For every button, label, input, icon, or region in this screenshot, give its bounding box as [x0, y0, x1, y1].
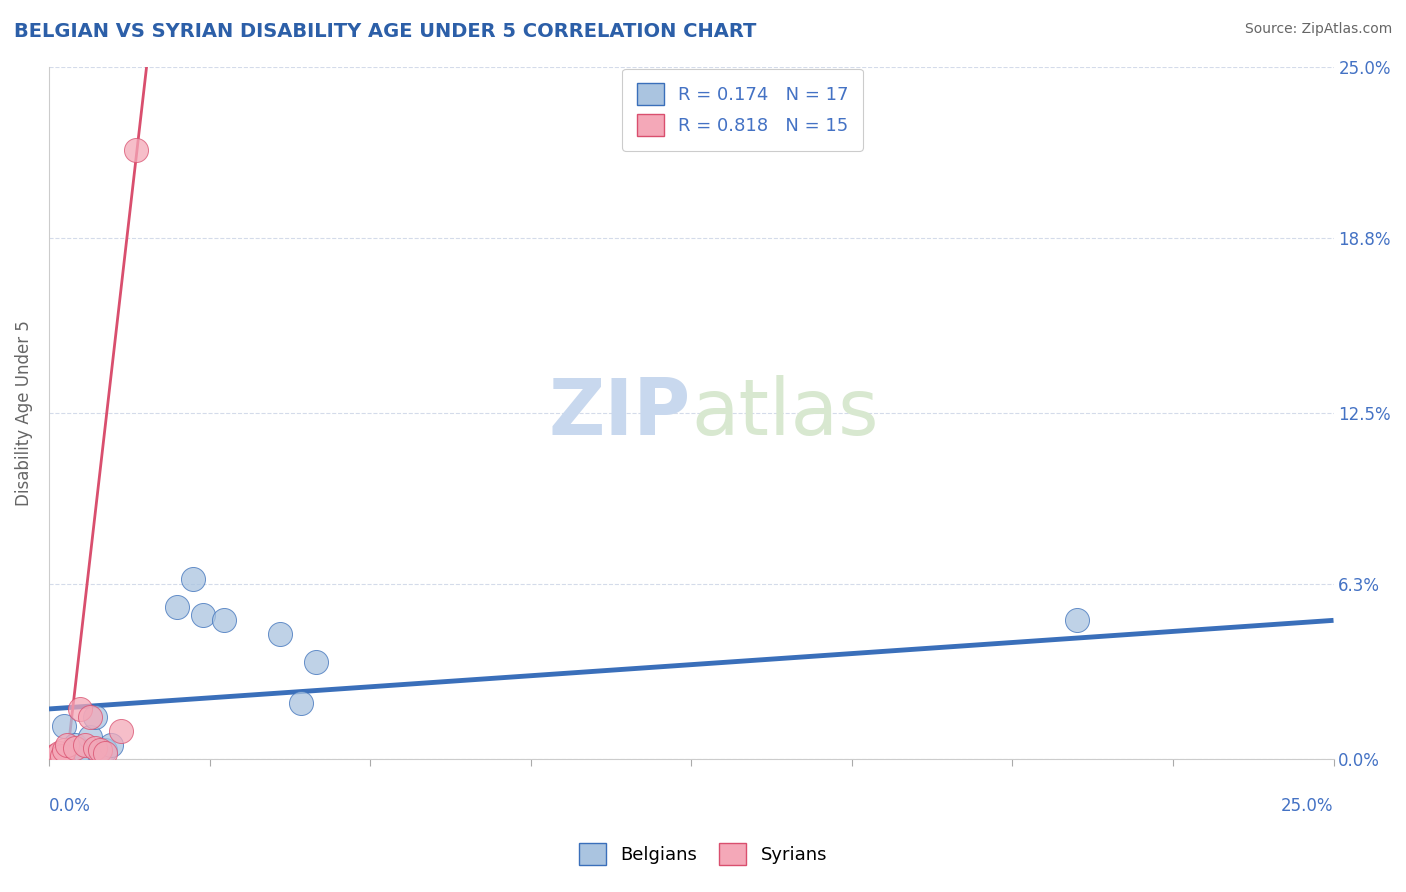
- Point: [73, 746, 96, 760]
- Text: 25.0%: 25.0%: [1281, 797, 1333, 815]
- Point: [125, 143, 148, 157]
- Point: [89, 747, 111, 762]
- Point: [94, 743, 117, 757]
- Point: [305, 655, 328, 669]
- Point: [100, 738, 122, 752]
- Point: [269, 627, 291, 641]
- Point: [79, 710, 101, 724]
- Point: [56, 738, 79, 752]
- Point: [69, 702, 91, 716]
- Point: [166, 599, 188, 614]
- Point: [191, 607, 214, 622]
- Point: [110, 724, 132, 739]
- Point: [69, 743, 91, 757]
- Y-axis label: Disability Age Under 5: Disability Age Under 5: [15, 319, 32, 506]
- Point: [53, 718, 76, 732]
- Point: [290, 697, 312, 711]
- Point: [48, 746, 70, 760]
- Point: [73, 738, 96, 752]
- Legend: R = 0.174   N = 17, R = 0.818   N = 15: R = 0.174 N = 17, R = 0.818 N = 15: [623, 69, 863, 151]
- Point: [45, 747, 67, 762]
- Point: [79, 730, 101, 744]
- Point: [89, 743, 111, 757]
- Point: [42, 749, 65, 764]
- Point: [53, 743, 76, 757]
- Point: [181, 572, 204, 586]
- Point: [1066, 613, 1088, 627]
- Text: atlas: atlas: [692, 375, 879, 450]
- Text: Source: ZipAtlas.com: Source: ZipAtlas.com: [1244, 22, 1392, 37]
- Point: [51, 749, 73, 764]
- Text: ZIP: ZIP: [548, 375, 692, 450]
- Text: 0.0%: 0.0%: [49, 797, 91, 815]
- Point: [84, 710, 107, 724]
- Text: BELGIAN VS SYRIAN DISABILITY AGE UNDER 5 CORRELATION CHART: BELGIAN VS SYRIAN DISABILITY AGE UNDER 5…: [14, 22, 756, 41]
- Point: [84, 740, 107, 755]
- Point: [94, 746, 117, 760]
- Point: [212, 613, 235, 627]
- Point: [63, 738, 86, 752]
- Legend: Belgians, Syrians: Belgians, Syrians: [572, 836, 834, 872]
- Point: [63, 740, 86, 755]
